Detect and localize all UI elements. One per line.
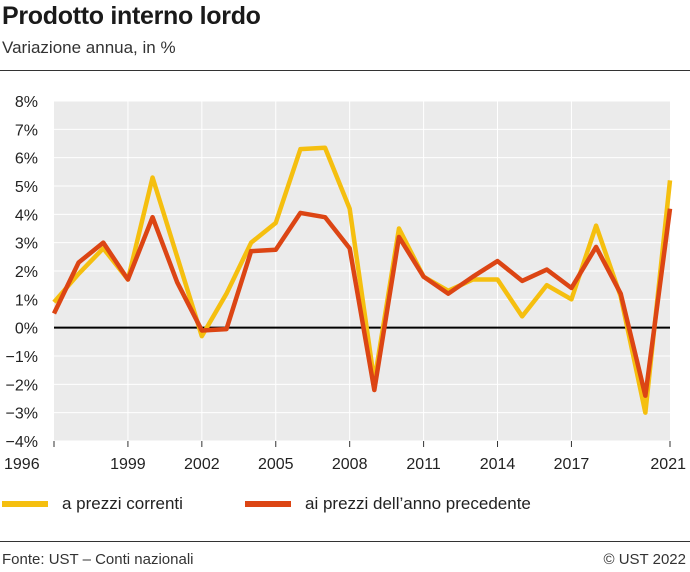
chart-subtitle: Variazione annua, in % bbox=[2, 38, 176, 57]
legend-item-correnti: a prezzi correnti bbox=[2, 494, 183, 514]
y-tick-label: −2% bbox=[6, 377, 38, 394]
series-line-precedente bbox=[51, 208, 673, 398]
x-tick-label: 2021 bbox=[650, 456, 686, 473]
x-tick-label: 2005 bbox=[258, 456, 294, 473]
x-tick-label: 2008 bbox=[332, 456, 368, 473]
bottom-divider bbox=[0, 541, 690, 542]
chart-title: Prodotto interno lordo bbox=[2, 2, 261, 30]
x-axis: 1996 1999 2002 2005 2008 2011 2014 2017 2021 bbox=[4, 441, 686, 473]
y-tick-label: 4% bbox=[15, 207, 38, 224]
legend-label-correnti: a prezzi correnti bbox=[62, 494, 183, 513]
x-tick-label: 2014 bbox=[480, 456, 516, 473]
y-tick-label: 6% bbox=[15, 151, 38, 168]
y-tick-label: −1% bbox=[6, 349, 38, 366]
y-axis: 8% 7% 6% 5% 4% 3% 2% 1% 0% −1% −2% −3% −4% bbox=[6, 94, 38, 451]
y-tick-label: 8% bbox=[15, 94, 38, 111]
y-tick-label: 0% bbox=[15, 321, 38, 338]
y-tick-label: −3% bbox=[6, 406, 38, 423]
source-note: Fonte: UST – Conti nazionali bbox=[2, 551, 194, 568]
grid-lines bbox=[54, 100, 670, 442]
x-tick-label: 2017 bbox=[554, 456, 590, 473]
x-tick-label: 2011 bbox=[406, 456, 441, 473]
series-line-correnti bbox=[52, 145, 673, 415]
line-chart: 8% 7% 6% 5% 4% 3% 2% 1% 0% −1% −2% −3% −4% 1996 1999 2… bbox=[4, 94, 686, 473]
series-lines bbox=[51, 145, 673, 415]
y-tick-label: 5% bbox=[15, 179, 38, 196]
y-tick-label: −4% bbox=[6, 434, 38, 451]
y-tick-label: 3% bbox=[15, 236, 38, 253]
legend-item-precedente: ai prezzi dell’anno precedente bbox=[245, 494, 531, 514]
y-tick-label: 1% bbox=[15, 292, 38, 309]
legend-swatch-precedente bbox=[245, 501, 291, 507]
copyright-note: © UST 2022 bbox=[603, 551, 687, 568]
y-tick-label: 2% bbox=[15, 264, 38, 281]
x-tick-label: 2002 bbox=[184, 456, 220, 473]
x-tick-label: 1996 bbox=[4, 456, 40, 473]
top-divider bbox=[0, 70, 690, 71]
y-tick-label: 7% bbox=[15, 122, 38, 139]
legend-swatch-correnti bbox=[2, 501, 48, 507]
x-tick-label: 1999 bbox=[110, 456, 146, 473]
legend-label-precedente: ai prezzi dell’anno precedente bbox=[305, 494, 531, 513]
